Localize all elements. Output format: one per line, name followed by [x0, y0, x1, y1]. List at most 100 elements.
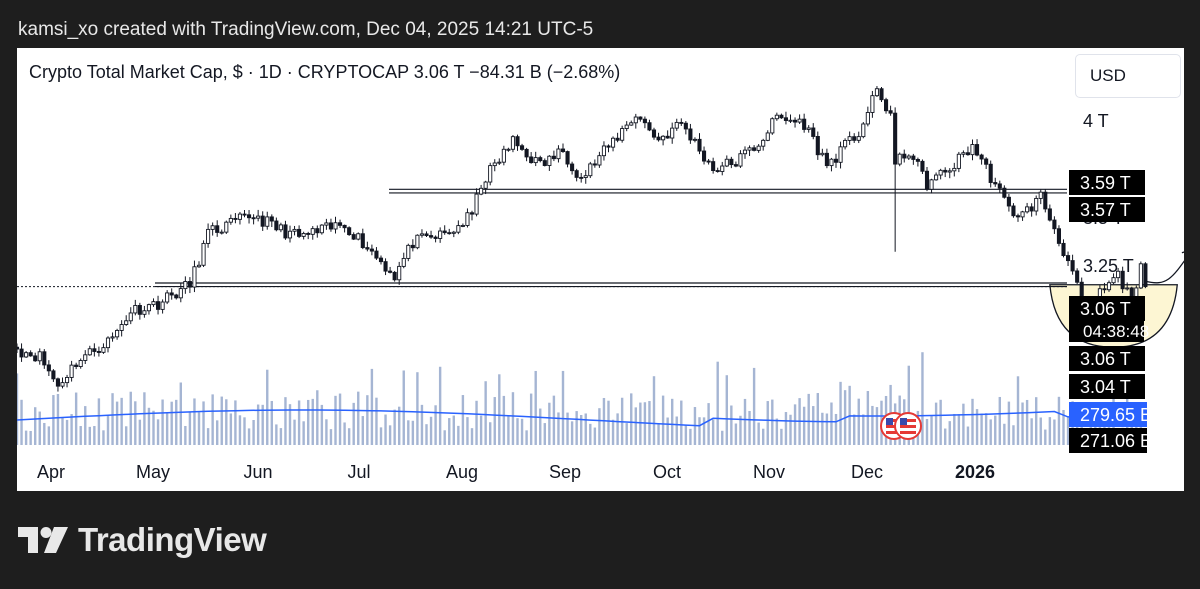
volume-bar [634, 407, 637, 445]
volume-bar [229, 413, 233, 445]
candle-body [201, 242, 206, 266]
candle-body [110, 336, 115, 339]
candle-body [761, 139, 766, 147]
volume-bar [1007, 401, 1011, 445]
volume-bar [288, 404, 292, 445]
price-label-bg [1069, 402, 1147, 427]
volume-bar [930, 415, 933, 445]
candle-body [633, 116, 638, 124]
volume-bar [479, 415, 483, 445]
candle-body [360, 233, 365, 249]
volume-bar [370, 368, 374, 445]
candle-body [37, 351, 42, 362]
candle-body [219, 231, 224, 234]
candle-body [906, 155, 911, 159]
candle-body [237, 213, 243, 220]
candle-body [920, 160, 925, 172]
candle-body [793, 119, 798, 123]
flag-stripe [900, 425, 916, 428]
candle-body [674, 121, 679, 129]
candle-body [447, 232, 452, 235]
volume-bar [1012, 425, 1015, 445]
volume-bar [994, 415, 997, 445]
volume-bar [925, 418, 929, 445]
volume-bar [939, 399, 942, 445]
candle-body [879, 88, 884, 101]
volume-bar [775, 418, 779, 445]
volume-bar [771, 399, 774, 445]
candle-body [1020, 211, 1025, 218]
candle-body [210, 225, 215, 230]
candle-body [597, 155, 602, 166]
price-label: 3.06 T [1080, 349, 1131, 369]
candle-body [137, 305, 142, 315]
candle-body [1034, 197, 1039, 212]
candle-body [852, 136, 857, 141]
candle-body [465, 212, 470, 226]
candle-body [934, 174, 939, 181]
volume-bar [716, 361, 719, 445]
volume-bar [184, 425, 187, 445]
volume-bar [489, 422, 492, 445]
volume-bar [525, 430, 528, 445]
flag-stripe [886, 425, 902, 428]
candle-body [1106, 282, 1112, 291]
candle-body [624, 124, 629, 130]
volume-bar [343, 422, 346, 445]
volume-bar [311, 398, 314, 445]
volume-bar [47, 426, 51, 445]
candle-body [256, 215, 261, 219]
candle-body [829, 158, 834, 167]
candle-body [265, 216, 270, 227]
candle-body [388, 270, 393, 273]
candle-body [706, 160, 711, 163]
volume-bar [279, 428, 283, 445]
price-label-bg [1069, 374, 1145, 399]
volume-bar [671, 398, 674, 445]
volume-bar [457, 425, 460, 445]
candle-body [711, 161, 716, 172]
candle-body [342, 224, 347, 229]
volume-bar [611, 419, 615, 445]
volume-bar [398, 406, 401, 445]
volume-bar [120, 397, 123, 445]
candle-body [574, 170, 579, 178]
volume-bar [625, 423, 628, 445]
time-axis-tick: Jun [243, 462, 272, 482]
volume-bar [147, 407, 151, 445]
candle-body [961, 152, 966, 155]
candle-body [83, 354, 88, 361]
candle-body [324, 222, 329, 226]
volume-bar [875, 407, 879, 445]
candle-body [338, 222, 343, 226]
candle-body [174, 294, 179, 299]
volume-bar [29, 430, 32, 445]
candle-body [1006, 196, 1011, 207]
candle-body [824, 152, 829, 167]
volume-bar [357, 391, 360, 445]
candle-body [501, 148, 506, 163]
candle-body [24, 352, 29, 358]
volume-bar [1021, 402, 1024, 445]
volume-bar [657, 423, 660, 445]
candle-body [333, 222, 338, 230]
volume-bar [598, 408, 601, 445]
volume-bar [407, 420, 410, 445]
candle-body [187, 281, 192, 288]
candle-body [993, 182, 998, 185]
price-chart[interactable]: 4 T3.5 T3.25 T3.59 T3.57 T3.06 T04:38:48… [17, 48, 1184, 491]
candle-body [915, 158, 920, 162]
chart-panel[interactable]: 4 T3.5 T3.25 T3.59 T3.57 T3.06 T04:38:48… [17, 48, 1184, 491]
volume-bar [234, 400, 237, 445]
currency-selector[interactable]: USD [1075, 54, 1181, 98]
price-label-bg [1069, 428, 1147, 453]
volume-bar [79, 426, 82, 445]
candle-body [588, 163, 593, 177]
candle-body [1102, 288, 1107, 291]
candle-body [661, 135, 666, 141]
volume-bar [393, 409, 396, 445]
candle-body [811, 127, 816, 137]
candle-body [183, 281, 188, 290]
candle-body [51, 370, 56, 380]
candle-body [1025, 206, 1030, 213]
